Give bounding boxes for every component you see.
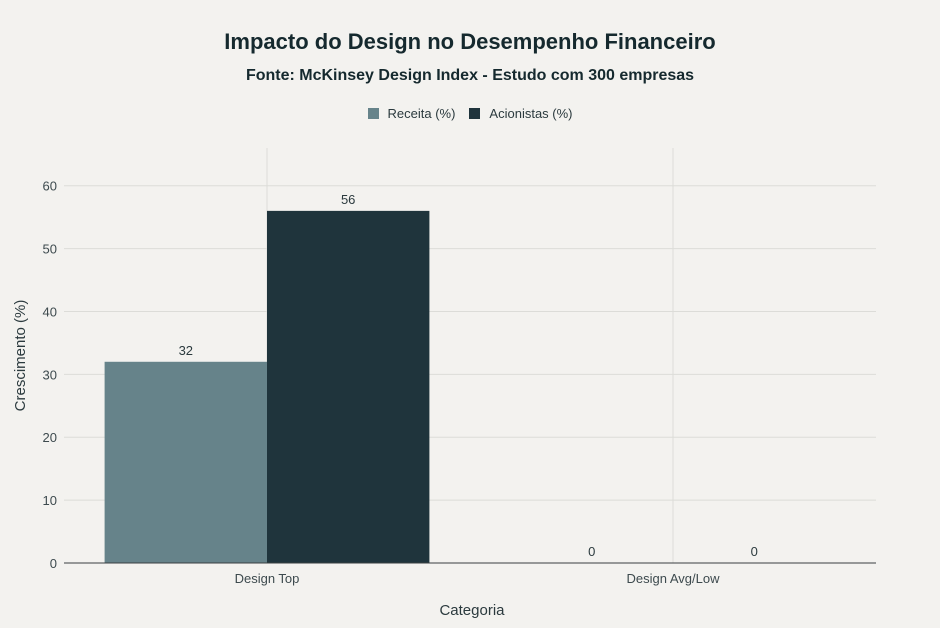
y-tick-label: 60: [43, 179, 57, 194]
y-tick-label: 30: [43, 367, 57, 382]
x-tick-label: Design Avg/Low: [627, 571, 721, 586]
y-tick-label: 20: [43, 430, 57, 445]
chart-subtitle: Fonte: McKinsey Design Index - Estudo co…: [245, 67, 695, 84]
chart-legend: Receita (%) Acionistas (%): [0, 106, 940, 121]
y-tick-label: 0: [50, 556, 57, 571]
chart-title: Impacto do Design no Desempenho Financei…: [224, 29, 716, 54]
bar-value-label: 0: [588, 544, 595, 559]
bar-value-label: 0: [751, 544, 758, 559]
x-axis-title: Categoria: [439, 602, 505, 619]
legend-item-receita[interactable]: Receita (%): [367, 106, 456, 121]
bar: [104, 361, 267, 563]
y-axis-title: Crescimento (%): [12, 300, 29, 412]
legend-label-receita: Receita (%): [387, 106, 456, 121]
bar-value-label: 32: [179, 343, 193, 358]
x-tick-label: Design Top: [235, 571, 300, 586]
y-tick-label: 10: [43, 493, 57, 508]
bar-value-label: 56: [341, 192, 355, 207]
legend-swatch-receita: [367, 108, 379, 119]
legend-label-acionistas: Acionistas (%): [489, 106, 573, 121]
legend-swatch-acionistas: [469, 108, 481, 119]
legend-item-acionistas[interactable]: Acionistas (%): [469, 106, 573, 121]
bar: [267, 210, 430, 563]
y-tick-label: 50: [43, 242, 57, 257]
y-tick-label: 40: [43, 304, 57, 319]
